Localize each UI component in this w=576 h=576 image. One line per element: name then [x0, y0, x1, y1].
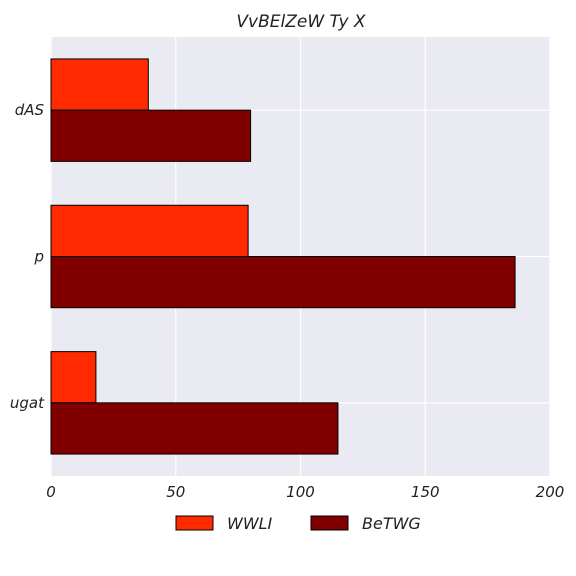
- bar-BeTWG-ugat: [50, 402, 339, 455]
- y-tick-label: ugat: [10, 394, 45, 412]
- legend-label-BeTWG: BeTWG: [362, 514, 421, 533]
- bars: [50, 58, 516, 455]
- bar-WWLI-dAS: [50, 58, 149, 111]
- x-axis-ticks: 0 50 100 150 200: [46, 483, 564, 501]
- x-tick-label: 100: [286, 483, 315, 501]
- x-tick-label: 0: [46, 483, 56, 501]
- x-tick-label: 200: [536, 483, 565, 501]
- bar-WWLI-p: [50, 204, 249, 258]
- bar-BeTWG-p: [50, 256, 516, 309]
- legend-label-WWLI: WWLI: [227, 514, 273, 533]
- chart-title: VvBElZeW Ty X: [236, 12, 366, 32]
- legend: WWLI BeTWG: [175, 514, 421, 533]
- bar-WWLI-ugat: [50, 351, 97, 404]
- x-tick-label: 50: [166, 483, 185, 501]
- bar-BeTWG-dAS: [50, 109, 252, 162]
- legend-swatch-BeTWG: [310, 515, 349, 531]
- y-tick-label: dAS: [15, 101, 45, 119]
- legend-swatch-WWLI: [175, 515, 214, 531]
- y-axis-ticks: dAS p ugat: [10, 101, 45, 412]
- y-tick-label: p: [33, 248, 44, 266]
- x-tick-label: 150: [411, 483, 440, 501]
